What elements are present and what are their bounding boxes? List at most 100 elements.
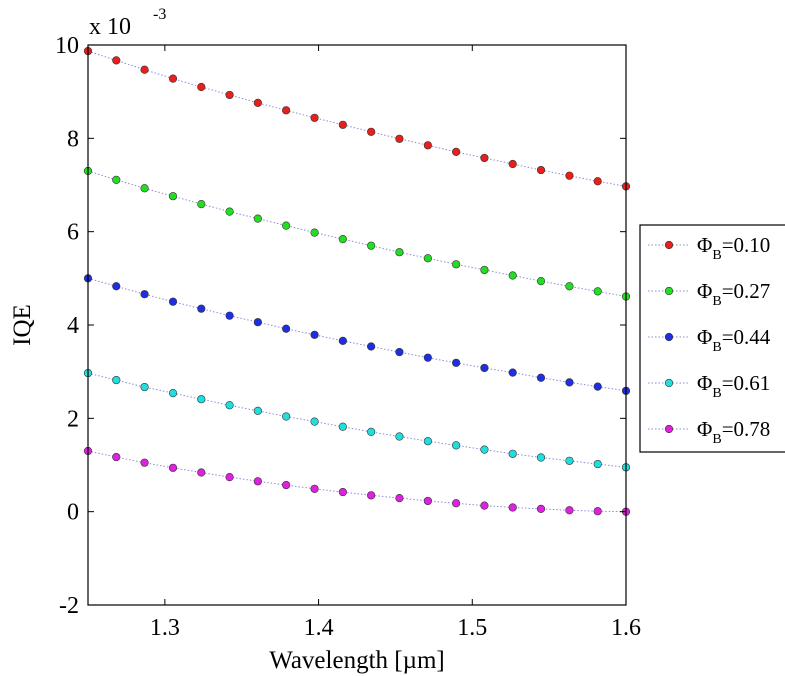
legend-marker [664, 378, 674, 388]
data-point [593, 459, 602, 469]
data-point [367, 342, 376, 351]
data-point [253, 318, 262, 327]
data-point [197, 395, 206, 404]
data-point [536, 165, 546, 175]
data-point [480, 363, 489, 373]
data-point [395, 494, 404, 503]
data-point [225, 90, 234, 100]
data-point [197, 200, 206, 209]
data-point [395, 248, 404, 257]
legend-label: ΦB=0.27 [697, 279, 770, 309]
data-point [565, 506, 574, 515]
legend-label: ΦB=0.44 [697, 325, 771, 355]
x-tick-label: 1.6 [611, 615, 641, 641]
data-point [452, 358, 461, 367]
legend-marker [664, 240, 674, 250]
legend-marker [664, 424, 674, 434]
data-point [367, 427, 376, 436]
data-point [536, 277, 546, 286]
y-tick-label: 8 [67, 126, 79, 152]
series-5 [83, 446, 631, 516]
x-tick-label: 1.3 [150, 615, 180, 641]
legend-label: ΦB=0.10 [697, 233, 770, 263]
data-point [338, 120, 347, 129]
data-point [338, 336, 347, 345]
data-point [225, 311, 234, 320]
data-point [310, 417, 319, 426]
legend-item-1: ΦB=0.10 [648, 233, 770, 263]
data-point [338, 422, 347, 431]
data-point [310, 228, 319, 237]
data-point [423, 254, 432, 263]
y-axis-label: IQE [9, 304, 36, 346]
data-point [140, 458, 149, 467]
data-point [282, 106, 291, 115]
data-point [395, 347, 404, 357]
legend-label: ΦB=0.61 [697, 371, 770, 401]
data-point [593, 177, 602, 186]
data-point [508, 449, 517, 458]
data-point [310, 330, 319, 339]
legend: ΦB=0.10 ΦB=0.27 ΦB=0.44 ΦB=0.61 ΦB=0.78 [639, 224, 785, 453]
data-point [112, 282, 121, 291]
y-tick-label: 6 [67, 220, 79, 246]
legend-marker [664, 286, 674, 296]
data-point [168, 192, 178, 201]
data-point [423, 437, 432, 446]
data-point [253, 477, 262, 486]
data-point [395, 134, 404, 143]
data-point [197, 304, 206, 313]
legend-item-4: ΦB=0.61 [648, 371, 770, 401]
data-point [225, 401, 234, 410]
data-point [452, 147, 461, 156]
data-point [565, 282, 574, 291]
data-point [112, 175, 121, 184]
data-point [367, 127, 376, 136]
series-1-line [87, 50, 627, 187]
y-multiplier-prefix: x 10 [89, 14, 131, 40]
series-4-line [87, 372, 627, 468]
data-point [140, 382, 149, 392]
data-point [310, 113, 319, 122]
data-point [282, 324, 291, 333]
data-point [593, 382, 602, 391]
data-point [338, 487, 347, 497]
legend-label: ΦB=0.78 [697, 417, 770, 447]
data-point [593, 287, 602, 296]
data-point [168, 74, 178, 83]
y-tick-label: -2 [59, 593, 79, 619]
series-2 [83, 166, 631, 301]
data-point [225, 473, 234, 482]
data-point [225, 207, 234, 216]
x-tick-label: 1.5 [457, 615, 487, 641]
legend-marker [664, 332, 674, 342]
data-point [480, 445, 489, 454]
data-point [480, 501, 489, 510]
data-point [367, 241, 376, 250]
data-point [168, 463, 178, 472]
data-point [508, 159, 517, 169]
data-point [282, 221, 291, 230]
data-point [536, 453, 546, 462]
data-point [536, 373, 546, 382]
data-point [197, 468, 206, 477]
data-point [508, 271, 517, 280]
data-point [282, 480, 291, 490]
data-point [140, 65, 149, 74]
legend-item-2: ΦB=0.27 [648, 279, 770, 309]
data-point [565, 378, 574, 387]
legend-items: ΦB=0.10 ΦB=0.27 ΦB=0.44 ΦB=0.61 ΦB=0.78 [648, 233, 771, 447]
data-point [253, 98, 262, 107]
data-point [367, 491, 376, 500]
data-point [168, 389, 178, 398]
data-point [282, 412, 291, 421]
data-point [140, 290, 149, 299]
legend-box [639, 224, 785, 453]
data-point [452, 260, 461, 269]
data-point [168, 297, 178, 306]
series-3 [83, 274, 631, 395]
data-point [565, 456, 574, 465]
data-point [536, 504, 546, 513]
data-point [593, 507, 602, 516]
plot-area-frame [87, 44, 627, 606]
